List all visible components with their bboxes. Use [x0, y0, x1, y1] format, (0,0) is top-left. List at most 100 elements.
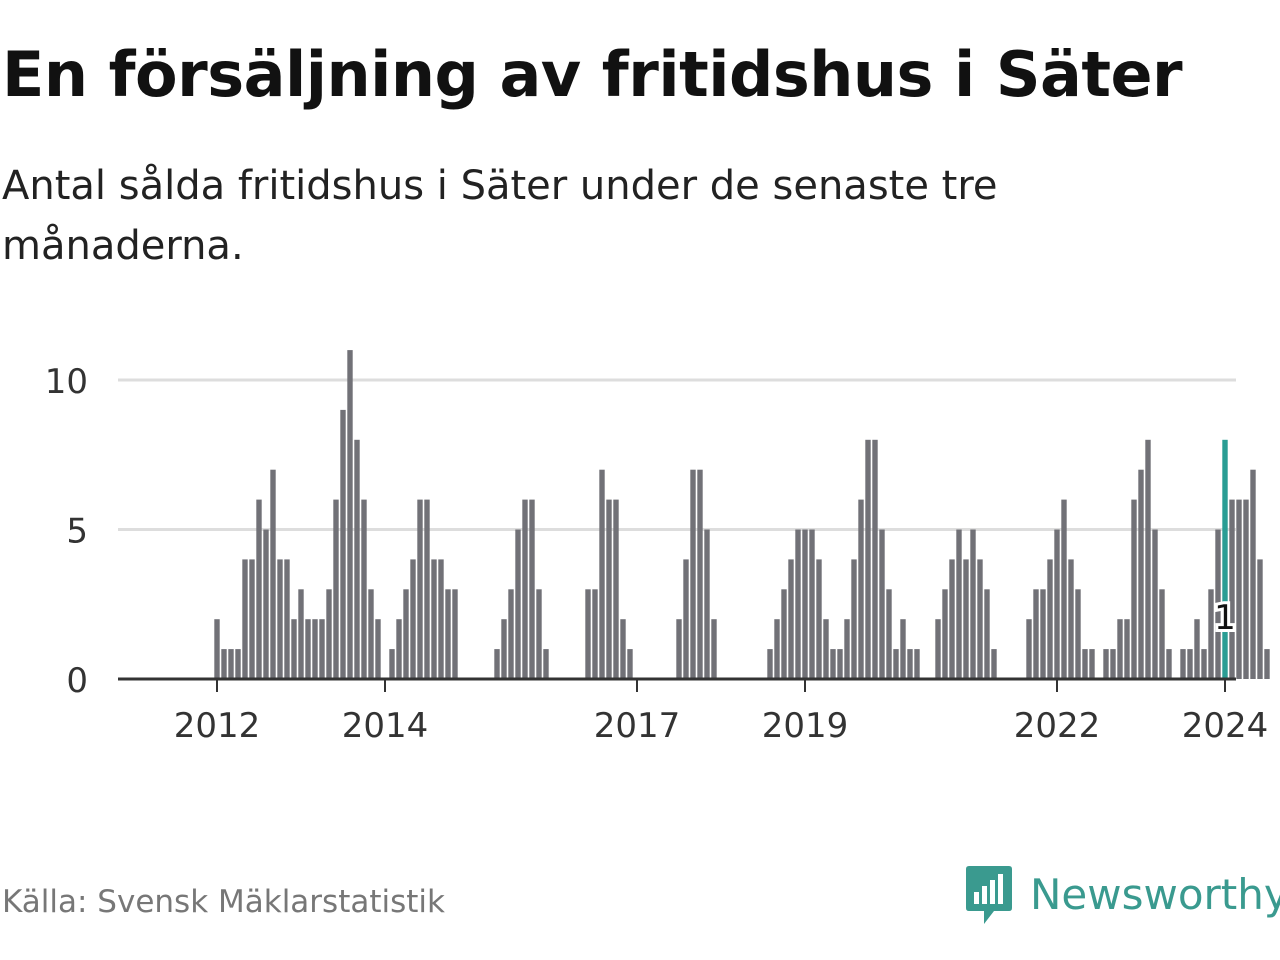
bar — [368, 589, 374, 679]
bar — [1243, 499, 1249, 679]
bar — [375, 619, 381, 679]
bar — [697, 469, 703, 679]
bar — [1068, 559, 1074, 679]
bar — [823, 619, 829, 679]
newsworthy-logo-icon — [966, 866, 1012, 924]
bar — [501, 619, 507, 679]
bar — [438, 559, 444, 679]
bar — [844, 619, 850, 679]
bar — [1075, 589, 1081, 679]
chart-subtitle: Antal sålda fritidshus i Säter under de … — [2, 163, 998, 269]
y-tick-label: 0 — [66, 661, 88, 701]
bar — [403, 589, 409, 679]
bar — [305, 619, 311, 679]
bar — [431, 559, 437, 679]
bar — [396, 619, 402, 679]
bar — [914, 649, 920, 679]
bar — [970, 529, 976, 679]
bar — [599, 469, 605, 679]
bar — [991, 649, 997, 679]
bar — [361, 499, 367, 679]
bar — [1047, 559, 1053, 679]
bar — [1089, 649, 1095, 679]
bar — [1033, 589, 1039, 679]
bar — [270, 469, 276, 679]
bar — [242, 559, 248, 679]
bar — [319, 619, 325, 679]
bar — [1061, 499, 1067, 679]
newsworthy-logo: Newsworthy — [964, 864, 1280, 926]
bar — [1264, 649, 1270, 679]
bar — [529, 499, 535, 679]
bar — [522, 499, 528, 679]
bar — [312, 619, 318, 679]
bar — [795, 529, 801, 679]
x-tick-label: 2014 — [342, 706, 429, 746]
bar — [879, 529, 885, 679]
bar — [1166, 649, 1172, 679]
bar — [942, 589, 948, 679]
bar — [816, 559, 822, 679]
bar — [277, 559, 283, 679]
bar — [704, 529, 710, 679]
tick-labels: 0 5 10 2012 2014 2017 2019 2022 2024 1 — [45, 362, 1269, 746]
bar — [1131, 499, 1137, 679]
bar — [683, 559, 689, 679]
bar — [326, 589, 332, 679]
bar — [606, 499, 612, 679]
bar — [417, 499, 423, 679]
bar — [1110, 649, 1116, 679]
bar — [1124, 619, 1130, 679]
bar — [802, 529, 808, 679]
bar — [452, 589, 458, 679]
bar — [1229, 499, 1235, 679]
bar — [410, 559, 416, 679]
bar — [536, 589, 542, 679]
bar — [1054, 529, 1060, 679]
bar — [1117, 619, 1123, 679]
bar — [963, 559, 969, 679]
bar — [543, 649, 549, 679]
bar — [711, 619, 717, 679]
bar — [1159, 589, 1165, 679]
bar — [949, 559, 955, 679]
x-tick-label: 2012 — [174, 706, 261, 746]
bar — [788, 559, 794, 679]
bar — [900, 619, 906, 679]
bar — [977, 559, 983, 679]
bar — [1026, 619, 1032, 679]
bar — [249, 559, 255, 679]
bar — [1208, 589, 1214, 679]
bar — [767, 649, 773, 679]
bar — [984, 589, 990, 679]
bar — [424, 499, 430, 679]
bar — [494, 649, 500, 679]
bar — [858, 499, 864, 679]
bar — [1250, 469, 1256, 679]
bar — [284, 559, 290, 679]
bar — [291, 619, 297, 679]
brand-name: Newsworthy — [1030, 870, 1280, 919]
x-tick-label: 2022 — [1014, 706, 1101, 746]
bar — [228, 649, 234, 679]
y-tick-label: 10 — [45, 362, 88, 402]
bar — [1103, 649, 1109, 679]
bar — [508, 589, 514, 679]
highlight-value-label: 1 — [1214, 598, 1236, 638]
bar — [851, 559, 857, 679]
bar — [256, 499, 262, 679]
chart-title: En försäljning av fritidshus i Säter — [2, 38, 1183, 111]
bar — [613, 499, 619, 679]
source-note: Källa: Svensk Mäklarstatistik — [2, 884, 445, 920]
bar — [956, 529, 962, 679]
bar — [676, 619, 682, 679]
bar — [830, 649, 836, 679]
bar — [865, 439, 871, 679]
bar — [389, 649, 395, 679]
bar — [340, 409, 346, 679]
bar — [1201, 649, 1207, 679]
highlight-bar — [1222, 439, 1228, 679]
bar — [221, 649, 227, 679]
bar — [263, 529, 269, 679]
y-tick-label: 5 — [66, 512, 88, 552]
